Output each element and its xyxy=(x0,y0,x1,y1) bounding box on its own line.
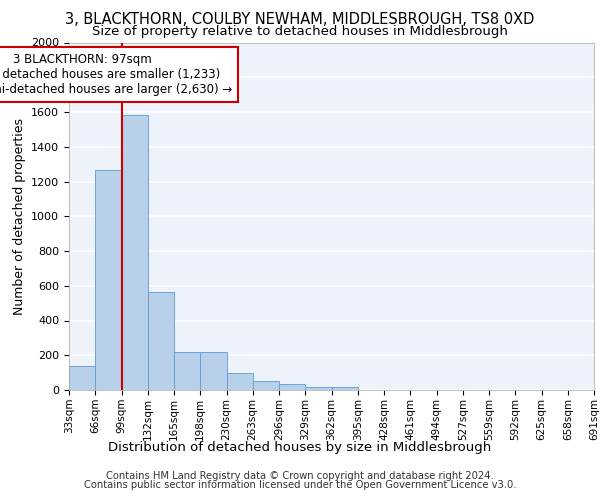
Bar xyxy=(148,292,174,390)
Text: Size of property relative to detached houses in Middlesbrough: Size of property relative to detached ho… xyxy=(92,25,508,38)
Bar xyxy=(253,382,279,390)
Text: 3 BLACKTHORN: 97sqm
← 31% of detached houses are smaller (1,233)
67% of semi-det: 3 BLACKTHORN: 97sqm ← 31% of detached ho… xyxy=(0,53,232,96)
Bar xyxy=(331,388,358,390)
Text: 3, BLACKTHORN, COULBY NEWHAM, MIDDLESBROUGH, TS8 0XD: 3, BLACKTHORN, COULBY NEWHAM, MIDDLESBRO… xyxy=(65,12,535,28)
Text: Contains HM Land Registry data © Crown copyright and database right 2024.: Contains HM Land Registry data © Crown c… xyxy=(106,471,494,481)
Bar xyxy=(279,384,305,390)
Bar xyxy=(200,352,227,390)
Text: Contains public sector information licensed under the Open Government Licence v3: Contains public sector information licen… xyxy=(84,480,516,490)
Bar xyxy=(305,386,331,390)
Bar xyxy=(121,116,148,390)
Y-axis label: Number of detached properties: Number of detached properties xyxy=(13,118,26,315)
Bar xyxy=(95,170,121,390)
Bar xyxy=(227,374,253,390)
Bar xyxy=(174,352,200,390)
Bar xyxy=(69,366,95,390)
Text: Distribution of detached houses by size in Middlesbrough: Distribution of detached houses by size … xyxy=(109,441,491,454)
